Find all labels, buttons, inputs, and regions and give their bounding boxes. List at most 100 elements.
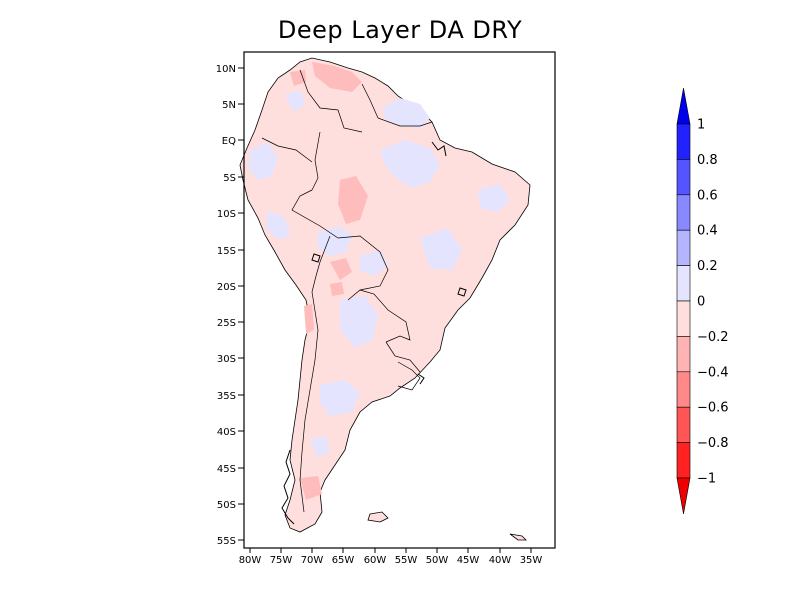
south-georgia-islet — [509, 533, 527, 541]
chaco-positive-patch — [340, 296, 378, 348]
guiana-border — [377, 117, 433, 127]
venezuela-negative-patch — [312, 62, 362, 92]
lat-tick: EQ — [222, 136, 244, 147]
lat-tick: 10N — [216, 64, 244, 75]
negative-anomaly-patches — [290, 62, 368, 500]
colorbar-swatch — [676, 123, 691, 160]
colorbar-swatch — [676, 406, 691, 443]
lon-tick: 75W — [270, 548, 293, 566]
svg-text:10S: 10S — [217, 209, 236, 220]
svg-text:55S: 55S — [217, 536, 236, 547]
uruguay-border — [397, 361, 421, 391]
colorbar-label: 0 — [697, 295, 705, 310]
country-borders — [261, 69, 433, 513]
patagonia-negative-patch — [300, 476, 322, 500]
lat-tick: 45S — [217, 464, 244, 475]
svg-text:25S: 25S — [217, 318, 236, 329]
lon-tick: 40W — [489, 548, 512, 566]
continent-shape — [239, 57, 531, 533]
colorbar-label: 0.6 — [697, 188, 718, 203]
amazon-delta-islands — [431, 141, 447, 157]
svg-text:40W: 40W — [489, 555, 512, 566]
brazil-positive-patch-1 — [420, 228, 462, 270]
svg-text:45S: 45S — [217, 464, 236, 475]
lat-tick: 35S — [217, 391, 244, 402]
lat-tick: 40S — [217, 427, 244, 438]
positive-anomaly-patches — [248, 90, 510, 458]
colorbar-label: 0.8 — [697, 153, 718, 168]
lat-tick: 10S — [217, 209, 244, 220]
colorbar-label: 0.2 — [697, 259, 718, 274]
colorbar: 1 0.8 0.6 0.4 0.2 0 −0.2 −0.4 −0.6 −0.8 … — [676, 87, 729, 515]
lon-tick: 45W — [457, 548, 480, 566]
mato-grosso-positive-patch — [360, 250, 388, 276]
svg-text:55W: 55W — [395, 555, 418, 566]
lat-tick: 5S — [223, 173, 244, 184]
svg-text:50S: 50S — [217, 500, 236, 511]
colombia-brazil-border — [311, 131, 321, 191]
paraguay-border — [359, 289, 411, 343]
lat-tick: 55S — [217, 536, 244, 547]
paraguay-negative-patch — [330, 282, 344, 296]
lat-tick: 15S — [217, 246, 244, 257]
ecuador-border — [261, 137, 313, 163]
svg-text:15S: 15S — [217, 246, 236, 257]
map-title: Deep Layer DA DRY — [277, 16, 523, 44]
latitude-axis: 10N 5N EQ 5S 10S 15S 20S 25S 30S 35S 40S… — [216, 64, 244, 547]
colorbar-label: −0.6 — [697, 401, 729, 416]
colorbar-swatch — [676, 159, 691, 196]
colorbar-label: 1 — [697, 118, 705, 133]
colorbar-swatch — [676, 194, 691, 231]
svg-text:75W: 75W — [270, 555, 293, 566]
svg-text:65W: 65W — [332, 555, 355, 566]
lake-titicaca — [311, 253, 321, 263]
lagoa-dos-patos — [417, 373, 425, 385]
bolivia-negative-patch — [330, 258, 352, 280]
chile-argentina-border — [299, 291, 319, 513]
lat-tick: 25S — [217, 318, 244, 329]
colorbar-bottom-arrow — [676, 477, 691, 515]
colorbar-swatch — [676, 229, 691, 266]
lon-tick: 50W — [426, 548, 449, 566]
brazil-positive-patch-2 — [478, 184, 510, 212]
svg-text:20S: 20S — [217, 282, 236, 293]
colombia-positive-patch — [285, 90, 306, 112]
svg-text:EQ: EQ — [222, 136, 236, 147]
colorbar-top-arrow — [676, 87, 691, 125]
colorbar-swatch — [676, 371, 691, 408]
svg-text:35W: 35W — [520, 555, 543, 566]
argentina-brazil-border — [385, 341, 421, 373]
colorbar-label: −0.4 — [697, 365, 729, 380]
lat-tick: 5N — [222, 100, 244, 111]
lon-tick: 55W — [395, 548, 418, 566]
colorbar-swatch — [676, 336, 691, 373]
svg-text:50W: 50W — [426, 555, 449, 566]
colorbar-label: −0.8 — [697, 436, 729, 451]
svg-text:35S: 35S — [217, 391, 236, 402]
colorbar-swatch — [676, 300, 691, 337]
colorbar-swatch — [676, 442, 691, 479]
lon-tick: 35W — [520, 548, 543, 566]
peru-positive-patch — [266, 210, 290, 240]
pampas-positive-patch — [320, 380, 360, 416]
coastline-details — [281, 141, 467, 525]
falkland-islands — [367, 511, 389, 523]
svg-text:45W: 45W — [457, 555, 480, 566]
longitude-axis: 80W 75W 70W 65W 60W 55W 50W 45W 40W 35W — [239, 548, 543, 566]
lon-tick: 60W — [364, 548, 386, 566]
south-america-land — [239, 57, 531, 541]
svg-text:30S: 30S — [217, 354, 236, 365]
peru-brazil-border — [291, 189, 339, 239]
amazon-negative-patch — [338, 176, 368, 224]
lon-tick: 70W — [301, 548, 323, 566]
colorbar-label: −1 — [697, 472, 716, 487]
chilean-fjords — [281, 449, 295, 525]
svg-text:80W: 80W — [239, 555, 262, 566]
colorbar-label: 0.4 — [697, 224, 718, 239]
lat-tick: 20S — [217, 282, 244, 293]
lon-tick: 65W — [332, 548, 355, 566]
venezuela-guyana-border — [361, 83, 379, 119]
svg-text:5S: 5S — [223, 173, 236, 184]
colorbar-label: −0.2 — [697, 330, 729, 345]
